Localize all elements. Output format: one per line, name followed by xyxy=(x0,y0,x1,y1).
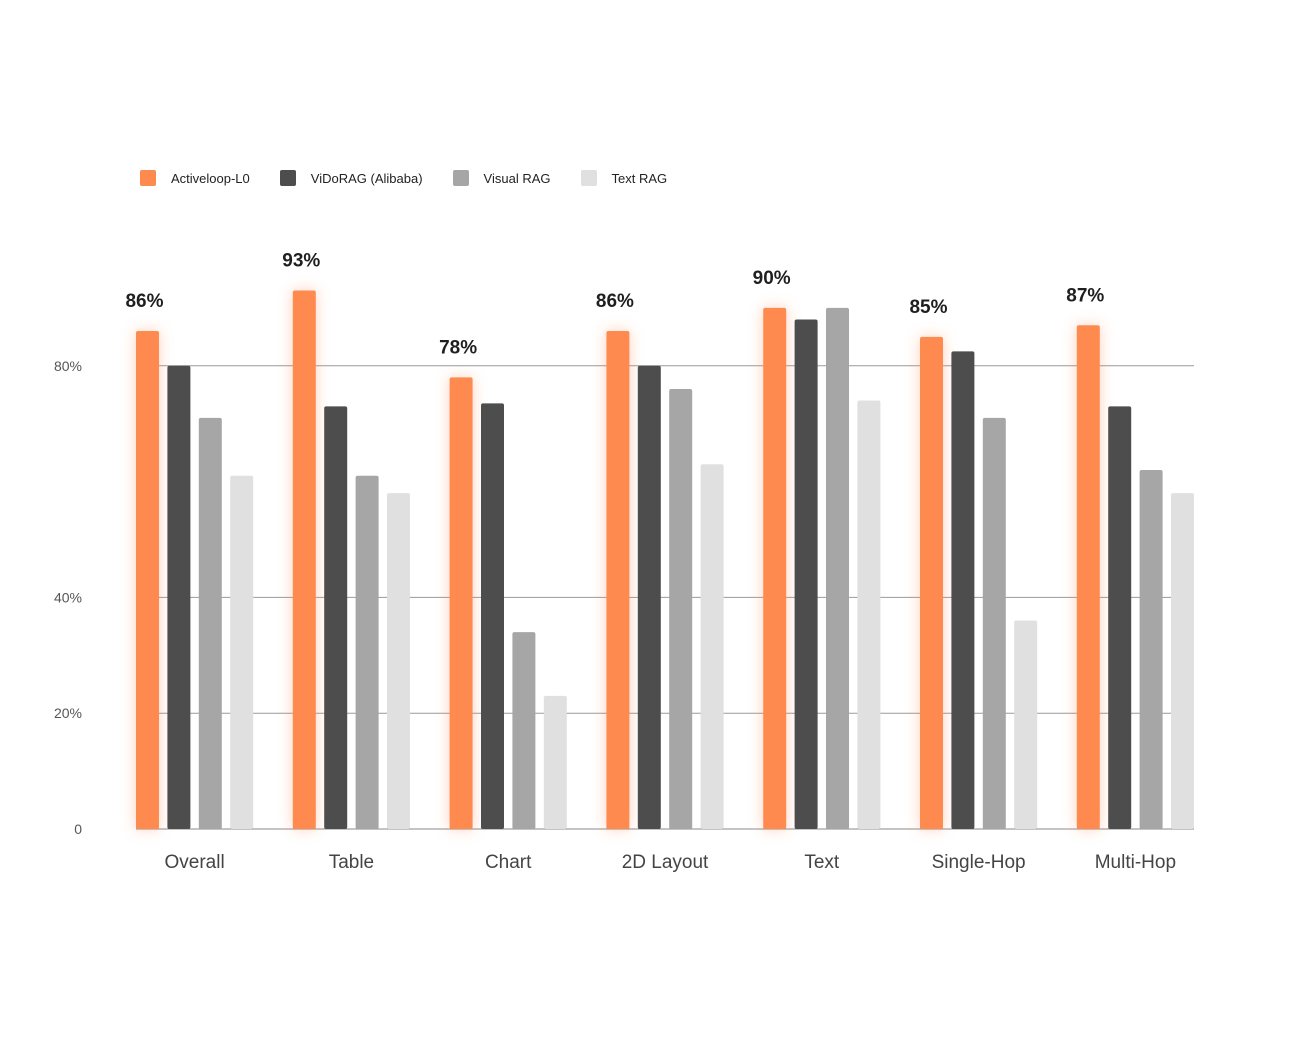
bar-overall-series-2 xyxy=(198,417,222,829)
x-tick-label: Single-Hop xyxy=(932,852,1026,873)
legend-swatch-vidorag xyxy=(279,170,296,186)
bar-2d-layout-series-1 xyxy=(637,365,661,829)
data-label: 90% xyxy=(753,268,791,289)
bar-2d-layout-series-2 xyxy=(669,388,693,829)
bar-overall-series-3 xyxy=(230,475,254,829)
bar-text-series-3 xyxy=(857,400,881,829)
bar-text-series-0 xyxy=(763,307,787,829)
legend-swatch-text-rag xyxy=(580,170,597,186)
bar-2d-layout-series-3 xyxy=(700,464,724,829)
legend-item-text-rag: Text RAG xyxy=(580,170,668,186)
x-tick-label: Chart xyxy=(485,852,532,873)
y-tick-label: 0 xyxy=(74,821,82,837)
data-label: 85% xyxy=(909,297,947,318)
bar-multi-hop-series-3 xyxy=(1171,493,1194,829)
data-label: 86% xyxy=(596,291,634,312)
bar-single-hop-series-0 xyxy=(920,336,943,829)
legend-label-vidorag: ViDoRAG (Alibaba) xyxy=(310,170,423,186)
data-label: 93% xyxy=(282,251,320,272)
x-axis-ticks: Overall Table Chart 2D Layout Text Single-Hop… xyxy=(165,852,1177,873)
bar-table-series-0 xyxy=(292,290,316,829)
y-tick-label: 80% xyxy=(54,358,82,374)
data-labels: 86% 93% 78% 86% 90% 85% 87% xyxy=(125,251,1104,359)
legend-item-vidorag: ViDoRAG (Alibaba) xyxy=(279,170,423,186)
bar-overall-series-0 xyxy=(136,331,159,829)
bar-table-series-3 xyxy=(387,493,410,829)
y-tick-label: 40% xyxy=(54,589,82,605)
bar-2d-layout-series-0 xyxy=(606,331,630,829)
bar-table-series-1 xyxy=(324,406,348,829)
legend-swatch-activeloop xyxy=(140,170,156,186)
y-axis-ticks: 0 20% 40% 80% xyxy=(54,358,82,837)
bars xyxy=(136,290,1194,829)
data-label: 78% xyxy=(439,337,477,358)
bar-chart-series-3 xyxy=(543,695,567,829)
x-tick-label: 2D Layout xyxy=(622,852,709,873)
x-tick-label: Text xyxy=(804,852,840,873)
bar-multi-hop-series-0 xyxy=(1076,325,1100,829)
legend-label-visual-rag: Visual RAG xyxy=(483,170,551,186)
bar-multi-hop-series-1 xyxy=(1108,406,1132,829)
bar-overall-series-1 xyxy=(167,365,191,829)
data-label: 86% xyxy=(125,291,163,312)
y-tick-label: 20% xyxy=(54,705,82,721)
x-tick-label: Overall xyxy=(165,852,225,873)
bar-single-hop-series-1 xyxy=(951,351,975,829)
bar-chart-series-1 xyxy=(481,403,504,829)
bar-chart-series-2 xyxy=(512,632,536,829)
bar-chart-series-0 xyxy=(449,377,473,829)
legend-label-text-rag: Text RAG xyxy=(611,170,668,186)
legend-swatch-visual-rag xyxy=(452,170,469,186)
bar-text-series-2 xyxy=(826,307,849,829)
x-tick-label: Multi-Hop xyxy=(1095,852,1176,873)
legend-item-activeloop: Activeloop-L0 xyxy=(140,170,250,186)
bar-single-hop-series-2 xyxy=(982,417,1006,829)
bar-single-hop-series-3 xyxy=(1014,620,1038,829)
legend-label-activeloop: Activeloop-L0 xyxy=(171,170,250,186)
chart-legend: Activeloop-L0 ViDoRAG (Alibaba) Visual R… xyxy=(140,170,697,186)
bar-table-series-2 xyxy=(355,475,379,829)
bar-multi-hop-series-2 xyxy=(1139,470,1163,829)
legend-item-visual-rag: Visual RAG xyxy=(452,170,551,186)
data-label: 87% xyxy=(1066,285,1104,306)
bar-text-series-1 xyxy=(794,319,818,829)
x-tick-label: Table xyxy=(329,852,374,873)
